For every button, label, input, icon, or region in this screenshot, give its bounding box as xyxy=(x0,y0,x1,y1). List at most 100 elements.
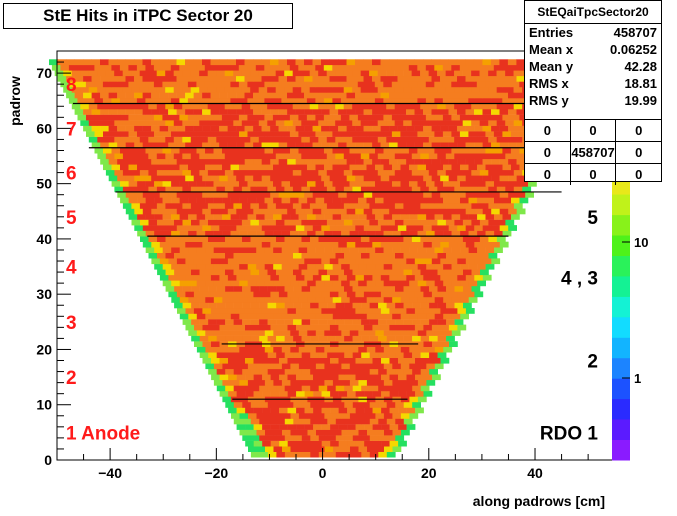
heatmap-cell xyxy=(474,209,483,215)
heatmap-cell xyxy=(412,104,421,110)
heatmap-cell xyxy=(505,70,514,76)
heatmap-cell xyxy=(438,319,447,325)
heatmap-cell xyxy=(191,269,200,275)
heatmap-cell xyxy=(350,380,359,386)
heatmap-cell xyxy=(307,380,316,386)
heatmap-cell xyxy=(208,269,217,275)
heatmap-cell xyxy=(134,59,143,65)
heatmap-cell xyxy=(256,198,265,204)
heatmap-cell xyxy=(347,358,356,364)
heatmap-cell xyxy=(372,275,381,281)
heatmap-cell xyxy=(234,253,243,259)
heatmap-cell xyxy=(361,452,370,458)
heatmap-cell xyxy=(480,236,489,242)
heatmap-cell xyxy=(341,347,350,353)
heatmap-cell xyxy=(457,258,466,264)
heatmap-cell xyxy=(174,170,183,176)
heatmap-cell xyxy=(291,430,300,436)
heatmap-cell xyxy=(497,236,506,242)
heatmap-cell xyxy=(154,181,163,187)
heatmap-cell xyxy=(279,225,288,231)
heatmap-cell xyxy=(231,198,240,204)
heatmap-cell xyxy=(406,126,415,132)
heatmap-cell xyxy=(409,347,418,353)
heatmap-cell xyxy=(423,242,432,248)
heatmap-cell xyxy=(242,186,251,192)
stats-grid: 0 0 0 0 458707 0 0 0 0 xyxy=(525,119,661,185)
heatmap-cell xyxy=(393,430,402,436)
heatmap-cell xyxy=(449,159,458,165)
heatmap-cell xyxy=(313,258,322,264)
heatmap-cell xyxy=(267,186,276,192)
heatmap-cell xyxy=(415,374,424,380)
heatmap-cell xyxy=(177,275,186,281)
heatmap-cell xyxy=(236,109,245,115)
heatmap-cell xyxy=(293,137,302,143)
heatmap-cell xyxy=(500,242,509,248)
heatmap-cell xyxy=(230,65,239,71)
heatmap-cell xyxy=(471,236,480,242)
heatmap-cell xyxy=(401,363,410,369)
heatmap-cell xyxy=(100,126,109,132)
heatmap-cell xyxy=(157,253,166,259)
sector-label-right: 4 , 3 xyxy=(561,269,598,290)
heatmap-cell xyxy=(123,137,132,143)
heatmap-cell xyxy=(440,192,449,198)
heatmap-cell xyxy=(514,153,523,159)
heatmap-cell xyxy=(214,198,223,204)
heatmap-cell xyxy=(364,192,373,198)
heatmap-cell xyxy=(208,369,217,375)
heatmap-cell xyxy=(140,170,149,176)
heatmap-cell xyxy=(171,65,180,71)
heatmap-cell xyxy=(217,286,226,292)
heatmap-cell xyxy=(310,435,319,441)
heatmap-cell xyxy=(114,87,123,93)
heatmap-cell xyxy=(404,352,413,358)
heatmap-cell xyxy=(284,104,293,110)
heatmap-cell xyxy=(437,220,446,226)
stats-cell: 458707 xyxy=(570,142,616,163)
heatmap-cell xyxy=(202,59,211,65)
heatmap-cell xyxy=(287,258,296,264)
heatmap-cell xyxy=(284,120,293,126)
heatmap-cell xyxy=(304,209,313,215)
heatmap-cell xyxy=(313,391,322,397)
heatmap-cell xyxy=(420,104,429,110)
heatmap-cell xyxy=(491,93,500,99)
heatmap-cell xyxy=(216,87,225,93)
heatmap-cell xyxy=(248,148,257,154)
heatmap-cell xyxy=(370,402,379,408)
heatmap-cell xyxy=(120,81,129,87)
heatmap-cell xyxy=(299,347,308,353)
heatmap-cell xyxy=(86,81,95,87)
heatmap-cell xyxy=(128,115,137,121)
heatmap-cell xyxy=(211,126,220,132)
heatmap-cell xyxy=(254,358,263,364)
heatmap-cell xyxy=(460,214,469,220)
heatmap-cell xyxy=(437,104,446,110)
heatmap-cell xyxy=(369,104,378,110)
heatmap-cell xyxy=(508,209,517,215)
heatmap-cell xyxy=(381,358,390,364)
heatmap-cell xyxy=(375,115,384,121)
heatmap-cell xyxy=(355,126,364,132)
heatmap-cell xyxy=(318,170,327,176)
heatmap-cell xyxy=(381,59,390,65)
heatmap-cell xyxy=(318,87,327,93)
heatmap-cell xyxy=(219,225,228,231)
heatmap-cell xyxy=(211,93,220,99)
heatmap-cell xyxy=(449,258,458,264)
heatmap-cell xyxy=(242,369,251,375)
heatmap-cell xyxy=(302,452,311,458)
heatmap-cell xyxy=(403,104,412,110)
heatmap-cell xyxy=(349,131,358,137)
heatmap-cell xyxy=(296,374,305,380)
heatmap-cell xyxy=(353,435,362,441)
heatmap-cell xyxy=(341,297,350,303)
heatmap-cell xyxy=(196,65,205,71)
heatmap-cell xyxy=(500,209,509,215)
heatmap-cell xyxy=(429,87,438,93)
heatmap-cell xyxy=(375,164,384,170)
heatmap-cell xyxy=(296,242,305,248)
y-tick-label: 10 xyxy=(36,397,52,413)
